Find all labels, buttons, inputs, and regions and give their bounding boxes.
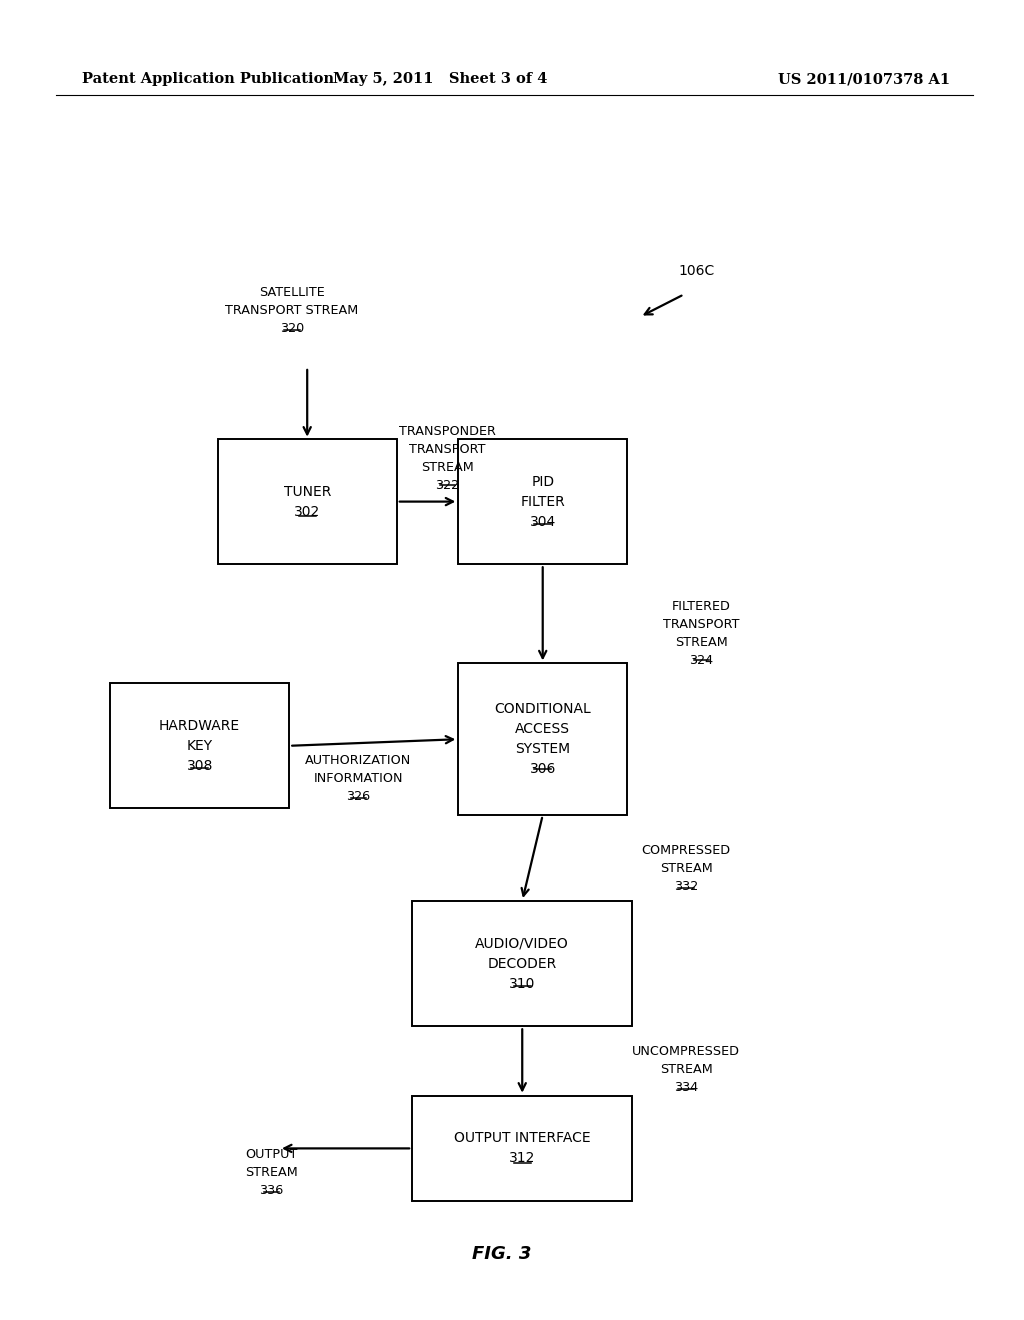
Text: PID
FILTER
304: PID FILTER 304 [520,475,565,528]
Text: US 2011/0107378 A1: US 2011/0107378 A1 [778,73,950,86]
Bar [217,438,396,565]
Text: OUTPUT
STREAM
336: OUTPUT STREAM 336 [245,1147,298,1197]
Text: FILTERED
TRANSPORT
STREAM
324: FILTERED TRANSPORT STREAM 324 [664,601,739,667]
Bar [412,1096,633,1201]
Text: UNCOMPRESSED
STREAM
334: UNCOMPRESSED STREAM 334 [632,1044,740,1094]
Text: May 5, 2011   Sheet 3 of 4: May 5, 2011 Sheet 3 of 4 [333,73,548,86]
Text: COMPRESSED
STREAM
332: COMPRESSED STREAM 332 [641,843,731,894]
Text: SATELLITE
TRANSPORT STREAM
320: SATELLITE TRANSPORT STREAM 320 [225,285,358,335]
Text: AUTHORIZATION
INFORMATION
326: AUTHORIZATION INFORMATION 326 [305,754,412,804]
Bar [459,664,627,814]
Text: Patent Application Publication: Patent Application Publication [82,73,334,86]
Bar [412,900,633,1027]
Text: OUTPUT INTERFACE
312: OUTPUT INTERFACE 312 [454,1131,591,1166]
Bar [111,682,289,808]
Text: TUNER
302: TUNER 302 [284,484,331,519]
Bar [459,438,627,565]
Text: FIG. 3: FIG. 3 [472,1245,531,1263]
Text: 106C: 106C [678,264,715,277]
Text: HARDWARE
KEY
308: HARDWARE KEY 308 [159,719,241,772]
Text: TRANSPONDER
TRANSPORT
STREAM
322: TRANSPONDER TRANSPORT STREAM 322 [399,425,496,491]
Text: AUDIO/VIDEO
DECODER
310: AUDIO/VIDEO DECODER 310 [475,937,569,990]
Text: CONDITIONAL
ACCESS
SYSTEM
306: CONDITIONAL ACCESS SYSTEM 306 [495,702,591,776]
